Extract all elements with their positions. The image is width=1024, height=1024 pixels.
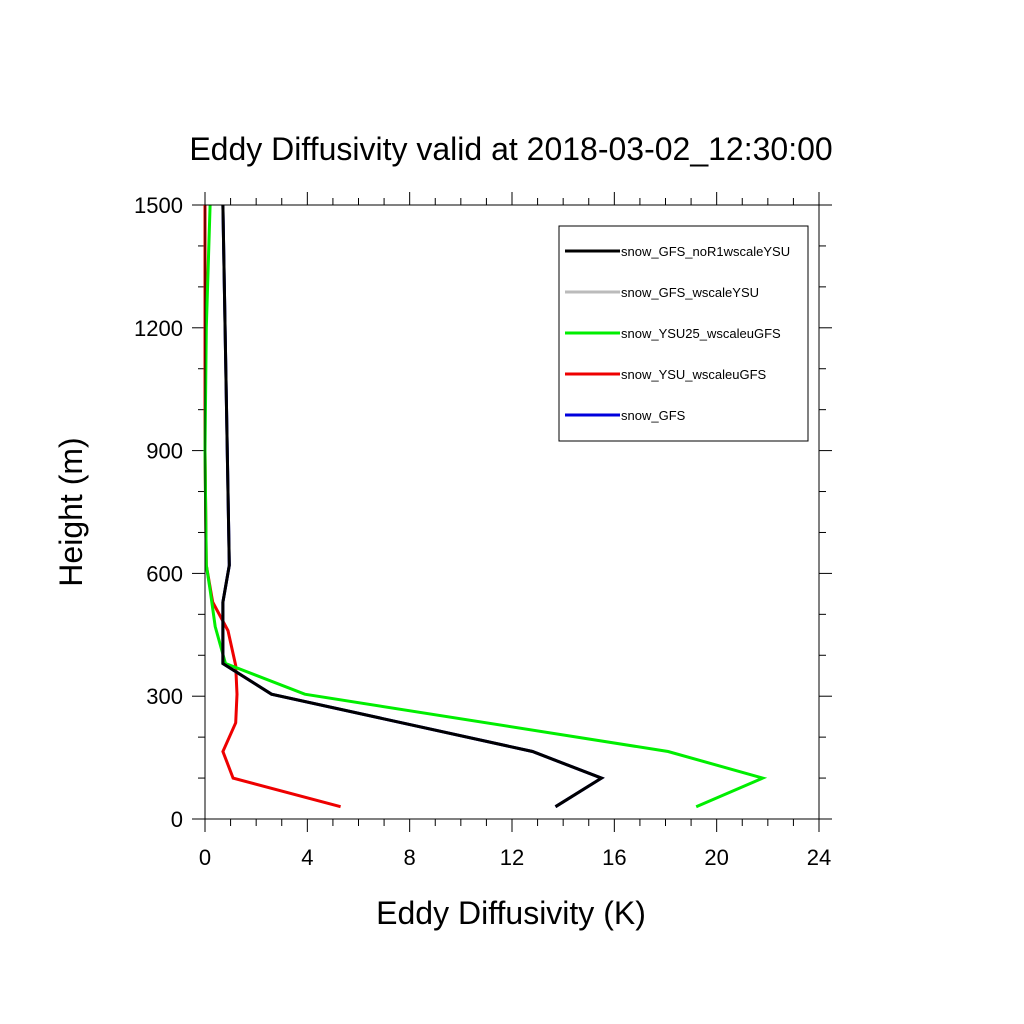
series-line-snow-gfs-wscaleysu [221, 204, 605, 808]
y-tick-label: 0 [171, 807, 183, 832]
legend-label-snow-gfs-wscaleysu: snow_GFS_wscaleYSU [621, 285, 759, 300]
x-axis-label: Eddy Diffusivity (K) [376, 895, 646, 931]
x-tick-label: 4 [301, 845, 313, 870]
y-axis-label: Height (m) [53, 437, 89, 586]
y-tick-label: 1500 [134, 193, 183, 218]
legend-label-snow-ysu-wscaleugfs: snow_YSU_wscaleuGFS [621, 367, 767, 382]
series-line-snow-gfs-nor1wscaleysu [221, 204, 605, 808]
axis-ticks: 0 4 8 12 16 20 24 0 300 600 900 1200 1500 [134, 192, 832, 870]
y-tick-label: 300 [146, 684, 183, 709]
y-tick-label: 600 [146, 561, 183, 586]
legend-label-snow-gfs-nor1wscaleysu: snow_GFS_noR1wscaleYSU [621, 244, 790, 259]
chart-title: Eddy Diffusivity valid at 2018-03-02_12:… [189, 131, 832, 167]
x-tick-label: 24 [807, 845, 831, 870]
x-tick-label: 12 [500, 845, 524, 870]
y-tick-label: 1200 [134, 316, 183, 341]
legend-label-snow-ysu25-wscaleugfs: snow_YSU25_wscaleuGFS [621, 326, 781, 341]
x-tick-label: 8 [404, 845, 416, 870]
legend: snow_GFS_noR1wscaleYSU snow_GFS_wscaleYSU… [558, 225, 809, 442]
y-tick-label: 900 [146, 439, 183, 464]
plot-area-frame [204, 204, 820, 820]
series-line-snow-gfs [221, 204, 605, 808]
x-tick-label: 16 [602, 845, 626, 870]
legend-label-snow-gfs: snow_GFS [621, 408, 686, 423]
x-tick-label: 0 [199, 845, 211, 870]
x-tick-label: 20 [704, 845, 728, 870]
